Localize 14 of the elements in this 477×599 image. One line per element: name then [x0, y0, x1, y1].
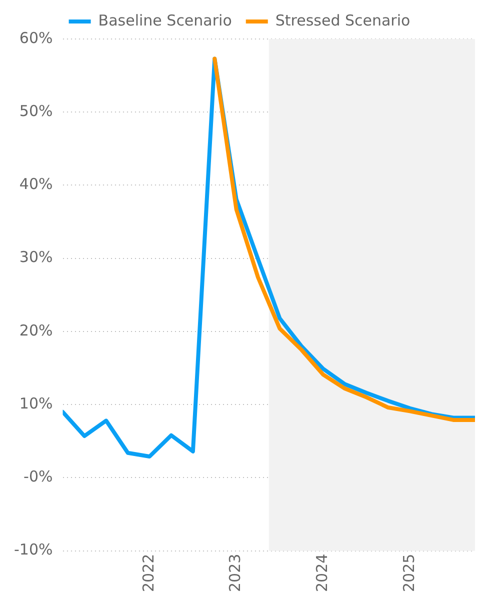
y-tick-label: 40%: [19, 175, 53, 194]
y-tick-label: 10%: [19, 394, 53, 412]
x-tick-label: 2023: [226, 554, 244, 592]
y-tick-label: 60%: [19, 28, 53, 47]
x-tick-label: 2024: [313, 554, 332, 592]
y-tick-label: 30%: [19, 248, 53, 266]
x-tick-label: 2022: [139, 554, 158, 592]
legend-label: Stressed Scenario: [275, 11, 410, 30]
x-tick-label: 2025: [400, 554, 418, 592]
legend-label: Baseline Scenario: [98, 11, 232, 30]
y-tick-label: -10%: [14, 540, 53, 559]
y-tick-label: 20%: [19, 321, 53, 340]
y-tick-label: -0%: [24, 468, 53, 486]
y-tick-label: 50%: [19, 102, 53, 120]
